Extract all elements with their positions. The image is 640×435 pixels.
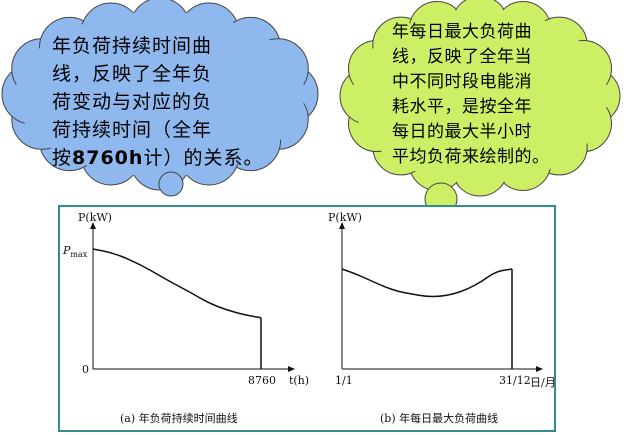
chart-a-series-line	[92, 248, 262, 319]
chart-b-points	[342, 269, 512, 297]
right-line-6: 平均负荷来绘制的。	[392, 147, 550, 167]
chart-a-x-end-label: 8760	[248, 374, 276, 387]
chart-b-x-end-label: 31/12	[499, 374, 531, 387]
right-bubble-text: 年每日最大负荷曲 线，反映了全年当 中不同时段电能消 耗水平，是按全年 每日的最…	[392, 20, 550, 170]
chart-b-ylabel: P(kW)	[328, 211, 362, 224]
left-line-5-prefix: 按	[52, 147, 73, 169]
chart-b-xlabel: 日/月	[530, 376, 556, 389]
right-line-2: 线，反映了全年当	[392, 47, 532, 67]
right-cloud-body	[352, 8, 608, 184]
right-line-4: 耗水平，是按全年	[392, 97, 532, 117]
left-line-1: 年负荷持续时间曲	[52, 35, 213, 57]
left-line-5-bold: 8760h	[72, 147, 144, 169]
left-line-3: 荷变动与对应的负	[52, 91, 213, 113]
right-thought-cloud	[339, 0, 621, 197]
left-line-2: 线，反映了全年负	[52, 63, 213, 85]
chart-a-caption: (a) 年负荷持续时间曲线	[120, 412, 238, 425]
chart-b-series-line	[341, 268, 513, 298]
left-cloud-body	[15, 11, 305, 177]
right-line-5: 每日的最大半小时	[392, 122, 532, 142]
chart-b-caption: (b) 年每日最大负荷曲线	[380, 412, 499, 425]
left-bubble-text: 年负荷持续时间曲 线，反映了全年负 荷变动与对应的负 荷持续时间（全年 按876…	[52, 32, 263, 172]
chart-a-origin-label: 0	[82, 363, 89, 376]
left-trail-dot	[158, 171, 184, 197]
chart-b-x-start-label: 1/1	[335, 374, 353, 387]
charts-svg	[90, 222, 543, 372]
chart-a-xlabel: t(h)	[289, 374, 310, 387]
right-line-3: 中不同时段电能消	[392, 72, 532, 92]
chart-panel: P(kW) Pmax 0 8760 t(h) (a) 年负荷持续时间曲线 P(k…	[58, 205, 556, 432]
chart-a-pmax-label: Pmax	[63, 244, 88, 260]
chart-a-points	[93, 249, 261, 318]
left-line-4: 荷持续时间（全年	[52, 119, 213, 141]
chart-a-ylabel: P(kW)	[78, 211, 112, 224]
left-line-5: 按8760h计）的关系。	[52, 144, 263, 172]
left-line-5-suffix: 计）的关系。	[143, 147, 264, 169]
right-line-1: 年每日最大负荷曲	[392, 22, 532, 42]
